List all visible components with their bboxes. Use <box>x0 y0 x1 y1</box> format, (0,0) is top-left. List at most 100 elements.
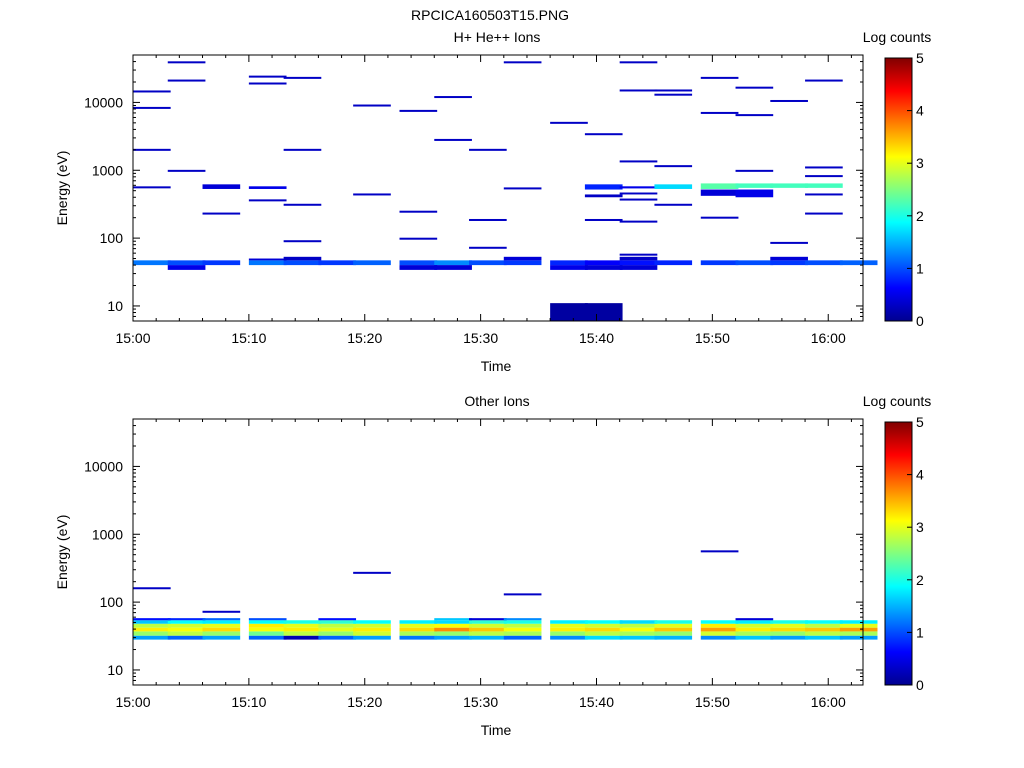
panel-title: H+ He++ Ions <box>454 29 541 45</box>
heatmap-cell <box>353 620 391 624</box>
heatmap-cell <box>805 260 843 266</box>
y-tick-label: 10000 <box>84 458 123 474</box>
heatmap-cell <box>399 623 438 628</box>
heatmap-cell <box>700 550 739 553</box>
heatmap-cell <box>503 187 542 190</box>
heatmap-cell <box>735 620 774 624</box>
heatmap-cell <box>654 89 693 92</box>
heatmap-cell <box>503 635 542 640</box>
heatmap-cell <box>248 199 287 202</box>
heatmap-cell <box>700 183 739 189</box>
heatmap-cell <box>805 212 843 215</box>
y-tick-label: 1000 <box>92 526 123 542</box>
heatmap-cell <box>654 165 693 168</box>
heatmap-cell <box>434 96 472 99</box>
heatmap-cell <box>584 194 623 198</box>
heatmap-cell <box>283 623 322 628</box>
heatmap-cell <box>434 620 472 624</box>
heatmap-cell <box>735 623 774 628</box>
heatmap-cell <box>735 189 774 198</box>
heatmap-cell <box>133 635 171 640</box>
y-tick-label: 100 <box>100 594 124 610</box>
figure-title: RPCICA160503T15.PNG <box>411 7 569 23</box>
colorbar-tick-label: 2 <box>916 208 924 224</box>
heatmap-cell <box>202 610 241 613</box>
heatmap-cell <box>469 620 507 624</box>
heatmap-cell <box>353 571 391 574</box>
y-tick-label: 10 <box>107 662 123 678</box>
y-tick-label: 10 <box>107 298 123 314</box>
heatmap-cell <box>167 169 206 172</box>
heatmap-cell <box>167 631 206 636</box>
heatmap-cell <box>353 627 391 632</box>
heatmap-cell <box>805 175 843 178</box>
heatmap-cell <box>469 627 507 632</box>
heatmap-cell <box>700 627 739 632</box>
heatmap-cell <box>654 635 693 640</box>
heatmap-cell <box>735 627 774 632</box>
heatmap-cell <box>700 111 739 114</box>
x-axis-label: Time <box>481 722 512 738</box>
heatmap-cell <box>248 260 287 266</box>
heatmap-cell <box>619 89 658 92</box>
heatmap-cell <box>503 631 542 636</box>
y-tick-label: 100 <box>100 230 124 246</box>
heatmap-cell <box>248 258 287 261</box>
heatmap-cell <box>399 210 438 213</box>
panel-title: Other Ions <box>464 393 529 409</box>
heatmap-cell <box>434 631 472 636</box>
plot-frame <box>132 54 864 322</box>
heatmap-cell <box>700 623 739 628</box>
heatmap-cell <box>503 620 542 624</box>
heatmap-cell <box>503 627 542 632</box>
heatmap-cell <box>770 260 808 266</box>
heatmap-cell <box>735 260 774 266</box>
heatmap-cell <box>619 265 658 270</box>
heatmap-cell <box>584 133 623 136</box>
heatmap-cell <box>584 623 623 628</box>
colorbar: 0 1 2 3 4 5 <box>884 414 924 693</box>
colorbar-tick-label: 5 <box>916 414 924 430</box>
heatmap-cell <box>399 635 438 640</box>
heatmap-cell <box>167 79 206 82</box>
heatmap-cell <box>770 627 808 632</box>
heatmap-cell <box>654 260 693 266</box>
heatmap-cell <box>133 618 171 621</box>
heatmap-cell <box>503 260 542 266</box>
heatmap-cell <box>318 260 357 266</box>
heatmap-cell <box>167 61 206 64</box>
x-tick-label: 16:00 <box>811 694 846 710</box>
heatmap-cell <box>353 623 391 628</box>
heatmap-cell <box>700 260 739 266</box>
heatmap-cell <box>202 623 241 628</box>
heatmap-cell <box>283 260 322 266</box>
heatmap-cell <box>550 303 588 321</box>
heatmap-cell <box>839 631 878 636</box>
heatmap-cell <box>399 109 438 112</box>
heatmap-cell <box>167 618 206 621</box>
heatmap-cell <box>434 265 472 270</box>
heatmap-cell <box>550 635 588 640</box>
x-tick-label: 15:20 <box>347 330 382 346</box>
heatmap-cell <box>735 114 774 117</box>
y-tick-label: 10000 <box>84 94 123 110</box>
heatmap-cell <box>654 203 693 206</box>
heatmap-cell <box>735 183 774 188</box>
heatmap-cell <box>770 623 808 628</box>
heatmap-cell <box>584 260 623 266</box>
heatmap-cell <box>700 76 739 79</box>
heatmap-cell <box>550 265 588 270</box>
x-tick-label: 15:30 <box>463 694 498 710</box>
heatmap-cell <box>202 260 241 266</box>
heatmap-cell <box>619 635 658 640</box>
heatmap-cell <box>202 635 241 640</box>
colorbar: 0 1 2 3 4 5 <box>884 50 924 329</box>
heatmap-cell <box>550 627 588 632</box>
heatmap-cell <box>248 82 287 85</box>
heatmap-cell <box>434 618 472 621</box>
heatmap-cell <box>353 631 391 636</box>
heatmap-cell <box>654 627 693 632</box>
heatmap-cell <box>283 635 322 640</box>
heatmap-cell <box>399 260 438 266</box>
x-tick-label: 15:00 <box>115 694 150 710</box>
